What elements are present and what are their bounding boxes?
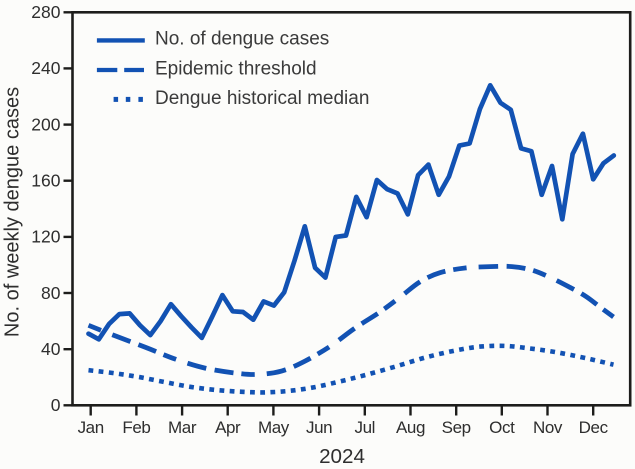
- svg-text:280: 280: [31, 2, 60, 22]
- svg-text:200: 200: [31, 114, 60, 134]
- svg-text:Jul: Jul: [355, 418, 376, 437]
- svg-text:May: May: [258, 418, 290, 437]
- svg-text:Sep: Sep: [442, 418, 471, 437]
- svg-text:Jan: Jan: [78, 418, 104, 437]
- svg-text:Oct: Oct: [489, 418, 515, 437]
- svg-text:160: 160: [31, 171, 60, 191]
- svg-text:Aug: Aug: [396, 418, 425, 437]
- svg-text:0: 0: [51, 395, 61, 415]
- svg-text:No. of dengue cases: No. of dengue cases: [155, 28, 329, 49]
- svg-text:2024: 2024: [319, 445, 365, 468]
- svg-text:Feb: Feb: [122, 418, 150, 437]
- svg-text:40: 40: [41, 339, 61, 359]
- svg-text:Jun: Jun: [306, 418, 332, 437]
- svg-text:Nov: Nov: [533, 418, 563, 437]
- svg-text:Mar: Mar: [168, 418, 197, 437]
- svg-text:80: 80: [41, 283, 61, 303]
- svg-text:240: 240: [31, 58, 60, 78]
- svg-text:Dec: Dec: [579, 418, 609, 437]
- svg-text:Epidemic threshold: Epidemic threshold: [155, 59, 317, 80]
- svg-text:Apr: Apr: [215, 418, 241, 437]
- svg-text:Dengue historical median: Dengue historical median: [155, 88, 369, 109]
- svg-text:120: 120: [31, 227, 60, 247]
- svg-text:No. of weekly dengue cases: No. of weekly dengue cases: [2, 87, 24, 337]
